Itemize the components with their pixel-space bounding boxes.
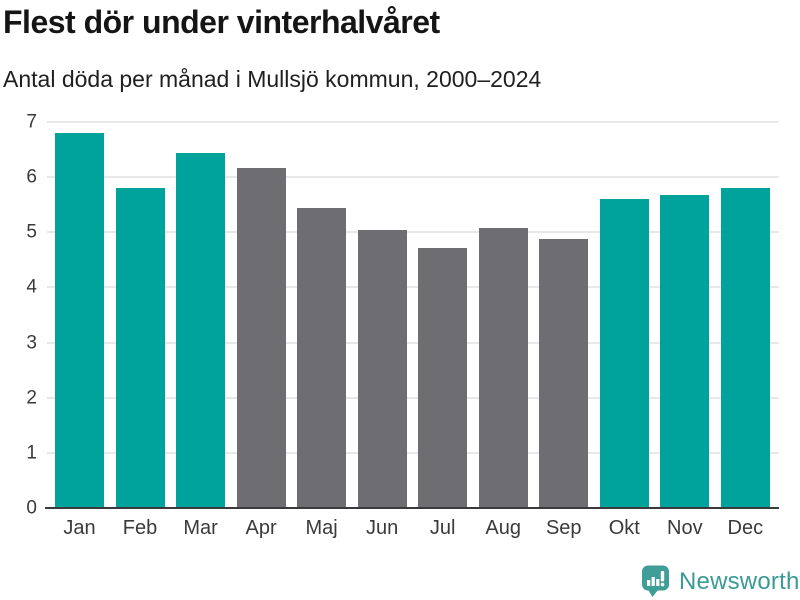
bar-mar (176, 152, 226, 508)
brand-name: Newsworthy (679, 567, 800, 595)
y-tick-label-0: 0 (26, 497, 37, 519)
brand-footer: Newsworthy (641, 565, 800, 598)
gridline-5 (47, 231, 779, 234)
x-tick-label-jul: Jul (429, 517, 456, 539)
x-axis-labels: Jan Feb Mar Apr Maj Jun Jul Aug Sep Okt Nov Dec (47, 517, 779, 540)
bar-feb (115, 188, 165, 508)
gridline-4 (47, 286, 779, 289)
y-tick-label-1: 1 (26, 442, 37, 464)
y-tick-label-7: 7 (26, 111, 37, 133)
gridline-3 (47, 341, 779, 344)
x-tick-label-apr: Apr (245, 517, 277, 539)
y-tick-label-6: 6 (26, 166, 37, 188)
x-tick-label-mar: Mar (183, 517, 218, 539)
bar-apr (236, 168, 286, 508)
bar-dec (720, 188, 770, 508)
gridline-2 (47, 396, 779, 399)
gridline-7 (47, 121, 779, 123)
x-tick-label-sep: Sep (545, 517, 582, 539)
newsworthy-bar-chart-bubble-icon (641, 565, 670, 598)
x-tick-label-aug: Aug (485, 517, 522, 539)
bar-jun (357, 230, 407, 508)
x-tick-label-maj: Maj (305, 517, 338, 539)
bar-jul (418, 247, 468, 508)
x-tick-label-jan: Jan (63, 517, 96, 539)
y-tick-label-5: 5 (26, 221, 37, 243)
bar-aug (478, 227, 528, 508)
gridline-1 (47, 451, 779, 454)
bar-jan (55, 133, 104, 508)
y-tick-label-4: 4 (26, 276, 37, 298)
page-subtitle: Antal döda per månad i Mullsjö kommun, 2… (3, 66, 542, 92)
bar-maj (297, 208, 347, 508)
bar-nov (660, 194, 710, 508)
bars (47, 122, 779, 508)
logo-bubble-shape (642, 565, 669, 597)
x-tick-label-okt: Okt (608, 517, 640, 539)
x-tick-label-jun: Jun (366, 517, 399, 539)
page-title: Flest dör under vinterhalvåret (3, 4, 440, 40)
bar-okt (599, 199, 649, 508)
x-axis-line (45, 507, 779, 509)
gridline-6 (47, 176, 779, 179)
bar-chart-plot-area (47, 121, 779, 508)
x-tick-label-feb: Feb (122, 517, 158, 539)
bar-sep (539, 238, 589, 508)
x-tick-label-nov: Nov (667, 517, 703, 539)
y-tick-label-2: 2 (26, 387, 37, 409)
y-tick-label-3: 3 (26, 332, 37, 354)
x-tick-label-dec: Dec (727, 517, 764, 539)
y-axis-labels: 0 1 2 3 4 5 6 7 (0, 113, 37, 518)
